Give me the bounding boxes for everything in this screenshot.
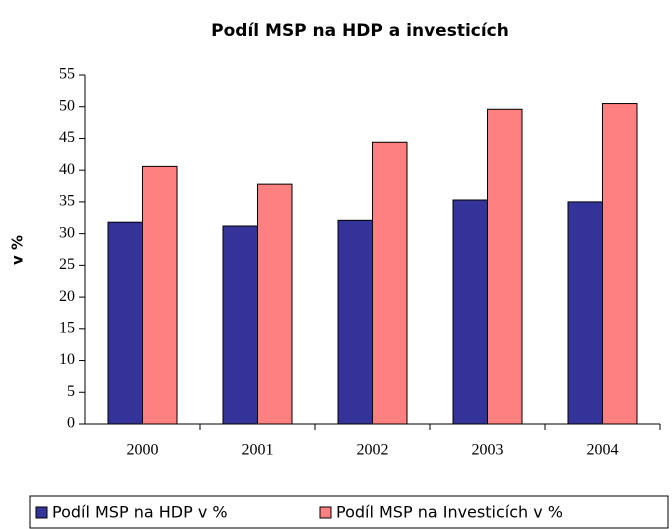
bar (372, 141, 408, 425)
legend-label: Podíl MSP na HDP v % (52, 503, 228, 522)
bar (602, 103, 638, 425)
y-tick-label: 20 (59, 288, 75, 305)
y-tick-label: 25 (59, 256, 75, 273)
y-tick-label: 0 (67, 415, 75, 432)
bar (567, 201, 603, 425)
y-axis-label: v % (9, 235, 27, 265)
y-tick-label: 55 (59, 66, 75, 83)
y-tick-label: 50 (59, 97, 75, 114)
x-tick-label: 2004 (587, 442, 619, 459)
bar (487, 108, 523, 425)
y-tick-label: 40 (59, 161, 75, 178)
legend-label: Podíl MSP na Investicích v % (336, 503, 563, 522)
y-tick-label: 10 (59, 351, 75, 368)
y-tick-label: 30 (59, 224, 75, 241)
legend (29, 495, 669, 529)
bar (452, 199, 488, 425)
x-tick-label: 2003 (472, 442, 504, 459)
x-tick-label: 2000 (127, 442, 159, 459)
x-tick-label: 2001 (242, 442, 274, 459)
x-tick-label: 2002 (357, 442, 389, 459)
legend-swatch (35, 506, 48, 519)
bar (337, 219, 373, 425)
legend-swatch (319, 506, 332, 519)
bar (107, 221, 143, 425)
y-tick-label: 15 (59, 319, 75, 336)
bar (142, 165, 178, 425)
bar (257, 183, 293, 425)
y-tick-label: 5 (67, 383, 75, 400)
bar (222, 225, 258, 425)
chart-title: Podíl MSP na HDP a investicích (211, 21, 509, 41)
y-tick-label: 45 (59, 129, 75, 146)
y-tick-label: 35 (59, 193, 75, 210)
